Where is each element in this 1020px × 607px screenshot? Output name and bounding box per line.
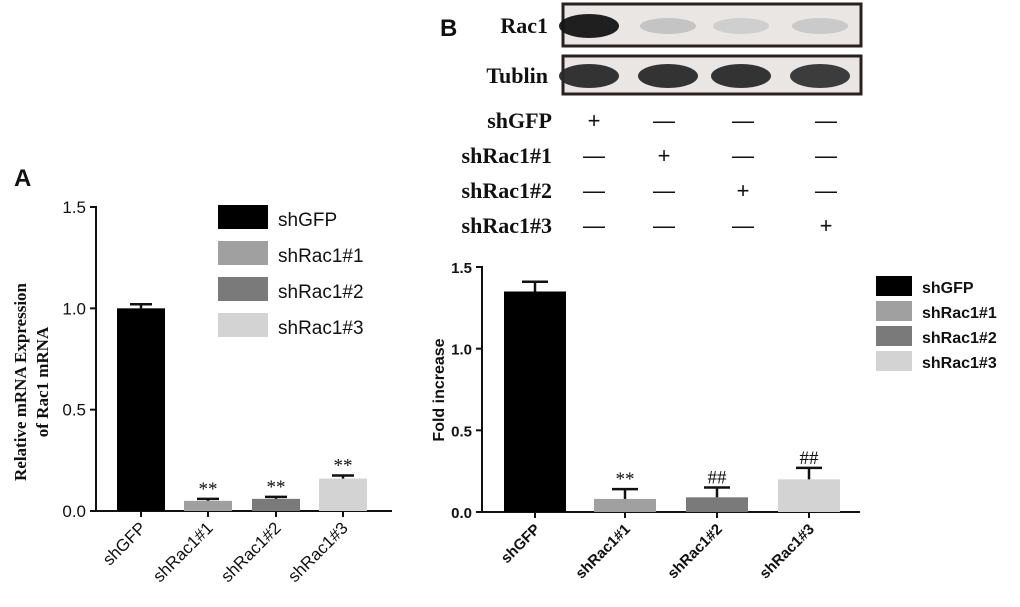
blot-band-1-lane-2: [640, 18, 696, 34]
blot-condition-mark: —: [732, 213, 754, 238]
blot-band-2-lane-3: [711, 64, 771, 88]
blot-condition-mark: —: [732, 143, 754, 168]
chart-b: Fold increase 0.0 0.5 1.0 1.5 shGFP ** shRac1#…: [431, 260, 997, 582]
chart-b-legend-label-2: shRac1#1: [922, 305, 997, 322]
chart-b-bar-1: [504, 291, 566, 512]
blot-band-2-lane-4: [790, 64, 850, 88]
chart-a-xtick-label: shRac1#2: [217, 518, 285, 586]
chart-a-legend-label-3: shRac1#2: [278, 282, 364, 303]
chart-b-bar-4: [778, 479, 840, 512]
chart-a-legend-label-4: shRac1#3: [278, 318, 364, 339]
chart-b-sig-label-4: ##: [800, 448, 820, 469]
blot-condition-mark: +: [737, 178, 750, 203]
blot-band-1-lane-3: [713, 18, 769, 34]
blot-condition-mark: —: [583, 143, 605, 168]
chart-a-ylabel-line1: Relative mRNA Expression: [11, 282, 30, 481]
chart-a-legend-label-1: shGFP: [278, 210, 337, 231]
blot-condition-mark: —: [583, 178, 605, 203]
blot-band-2-lane-2: [638, 64, 698, 88]
chart-a-legend-swatch-1: [218, 205, 268, 229]
chart-a-legend-swatch-4: [218, 313, 268, 337]
chart-b-legend-swatch-2: [876, 301, 912, 321]
chart-a-bar-1: [117, 308, 165, 511]
panel-label-b: B: [440, 15, 457, 42]
chart-a-xtick-label: shRac1#3: [284, 518, 352, 586]
chart-a-legend-swatch-2: [218, 241, 268, 265]
chart-b-ytick-label: 1.0: [451, 342, 472, 359]
blot-condition-mark: —: [653, 178, 675, 203]
chart-b-legend-label-3: shRac1#2: [922, 330, 997, 347]
chart-a-ytick-label: 0.5: [62, 401, 86, 420]
blot-band-label-1: Rac1: [500, 13, 548, 38]
chart-a-xtick-label: shRac1#1: [149, 518, 217, 586]
chart-a-bar-4: [319, 478, 367, 511]
chart-b-legend-swatch-3: [876, 326, 912, 346]
chart-b-ytick-label: 1.5: [451, 260, 472, 277]
blot-band-label-2: Tublin: [486, 63, 548, 88]
chart-a-bar-2: [184, 500, 232, 511]
chart-b-ytick-label: 0.0: [451, 505, 472, 522]
chart-b-xtick-label: shRac1#2: [664, 521, 726, 583]
chart-a-ytick-label: 1.0: [62, 299, 86, 318]
blot-condition-mark: —: [583, 213, 605, 238]
chart-b-sig-label-2: **: [616, 469, 635, 490]
chart-b-legend-swatch-4: [876, 351, 912, 371]
blot-condition-mark: —: [815, 108, 837, 133]
blot-condition-mark: +: [658, 143, 671, 168]
chart-a-legend-label-2: shRac1#1: [278, 246, 364, 267]
panel-label-a: A: [14, 165, 31, 192]
chart-b-xtick-label: shGFP: [498, 521, 544, 567]
chart-b-legend-swatch-1: [876, 276, 912, 296]
chart-a-bar-3: [252, 498, 300, 511]
chart-a-legend-swatch-3: [218, 277, 268, 301]
chart-a-sig-label-4: **: [334, 456, 353, 477]
blot-condition-mark: +: [820, 213, 833, 238]
chart-a-ylabel-line2: of Rac1 mRNA: [33, 326, 52, 437]
western-blot: Rac1 Tublin shGFP + — — — shRac1#1 — + — — shRac1#2 —…: [462, 2, 863, 238]
blot-band-2-lane-1: [559, 64, 619, 88]
chart-b-xtick-label: shRac1#1: [572, 521, 634, 583]
chart-a-ytick-label: 0.0: [62, 502, 86, 521]
chart-b-sig-label-3: ##: [708, 468, 728, 489]
blot-band-1-lane-1: [559, 14, 619, 38]
chart-a-sig-label-2: **: [199, 479, 218, 500]
chart-b-ylabel: Fold increase: [431, 338, 448, 441]
chart-a-xtick-label: shGFP: [99, 518, 150, 569]
blot-condition-mark: +: [588, 108, 601, 133]
chart-b-bar-3: [686, 497, 748, 512]
chart-a: Relative mRNA Expression of Rac1 mRNA 0.…: [11, 198, 392, 586]
blot-condition-label-4: shRac1#3: [462, 213, 552, 238]
blot-condition-mark: —: [815, 178, 837, 203]
blot-condition-mark: —: [653, 108, 675, 133]
blot-condition-mark: —: [815, 143, 837, 168]
chart-a-sig-label-3: **: [267, 477, 286, 498]
chart-b-ytick-label: 0.5: [451, 423, 472, 440]
chart-a-ytick-label: 1.5: [62, 198, 86, 217]
chart-b-xtick-label: shRac1#3: [756, 521, 818, 583]
blot-condition-label-1: shGFP: [487, 108, 552, 133]
chart-b-legend-label-1: shGFP: [922, 280, 974, 297]
blot-condition-label-3: shRac1#2: [462, 178, 552, 203]
blot-condition-mark: —: [732, 108, 754, 133]
blot-condition-label-2: shRac1#1: [462, 143, 552, 168]
chart-b-legend-label-4: shRac1#3: [922, 355, 997, 372]
blot-condition-mark: —: [653, 213, 675, 238]
chart-b-bar-2: [594, 498, 656, 512]
blot-band-1-lane-4: [792, 18, 848, 34]
